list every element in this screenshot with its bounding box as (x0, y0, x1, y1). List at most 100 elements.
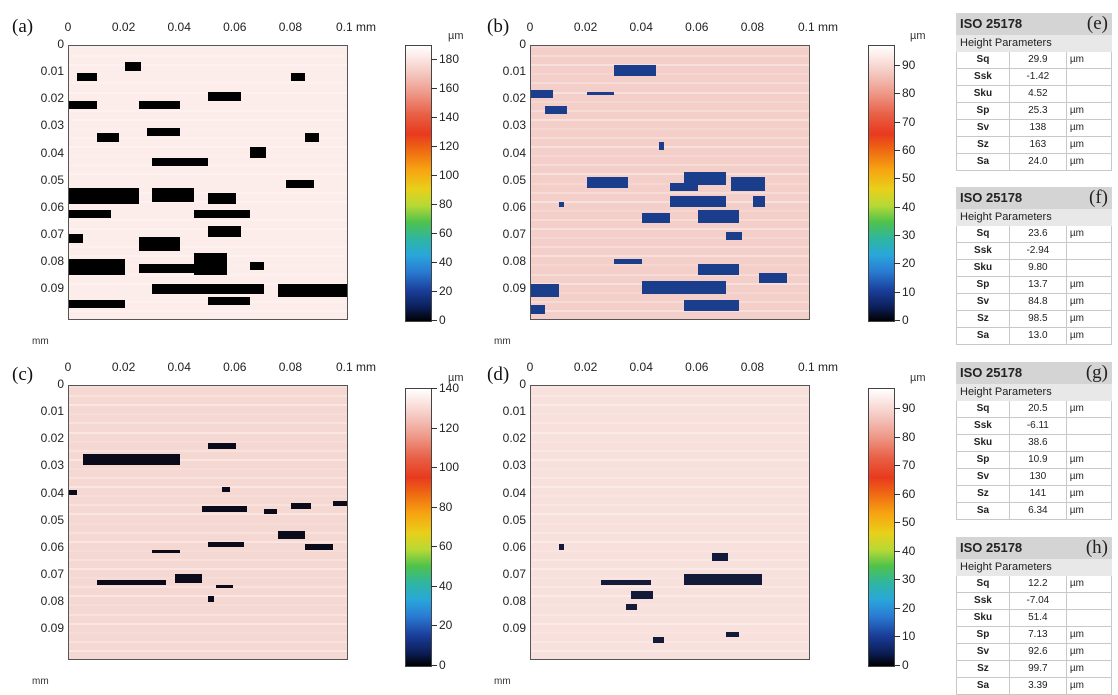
panel-label: (d) (487, 364, 510, 385)
param-name: Ssk (956, 68, 1010, 86)
y-tick-label: 0.05 (40, 172, 64, 187)
defect-region (82, 454, 181, 466)
param-name: Sv (956, 468, 1010, 486)
surface-stripe (69, 109, 347, 112)
table-row: Sq 29.9 µm (956, 51, 1113, 69)
colorbar-unit: µm (910, 30, 926, 42)
defect-region (208, 297, 250, 306)
height-map (530, 385, 810, 660)
surface-stripe (69, 458, 347, 461)
surface-stripe (531, 486, 809, 489)
table-row: Sp 13.7 µm (956, 276, 1113, 294)
x-tick-label: 0 (64, 20, 72, 34)
defect-region (531, 283, 559, 298)
colorbar-tick (894, 607, 900, 609)
x-tick-label: 0.02 (573, 360, 598, 374)
defect-region (174, 574, 203, 583)
table-row: Sz 98.5 µm (956, 310, 1113, 328)
colorbar-tick (431, 546, 437, 548)
surface-stripe (531, 540, 809, 543)
colorbar-tick-label: 10 (902, 629, 916, 644)
colorbar-tick (894, 320, 900, 321)
defect-region (697, 264, 740, 276)
table-row: Ssk -2.94 (956, 242, 1113, 260)
surface-stripe (69, 173, 347, 176)
param-value: 13.0 (1008, 327, 1067, 345)
colorbar-tick-label: 30 (902, 572, 916, 587)
surface-stripe (531, 631, 809, 634)
table-row: Sv 130 µm (956, 468, 1113, 486)
table-panel-label: (e) (1086, 13, 1108, 34)
colorbar-tick-label: 50 (902, 515, 916, 530)
y-tick-label: 0.08 (502, 254, 526, 269)
height-map (68, 45, 348, 320)
colorbar-tick-label: 40 (902, 543, 916, 558)
colorbar-unit: µm (910, 372, 926, 384)
x-tick-label: 0.04 (167, 20, 191, 34)
surface-stripe (69, 586, 347, 589)
defect-region (96, 133, 120, 142)
defect-region (194, 209, 250, 218)
param-unit: µm (1065, 575, 1113, 593)
param-unit (1065, 68, 1113, 86)
y-tick-label: 0.02 (502, 91, 526, 106)
param-unit: µm (1065, 660, 1113, 678)
surface-stripe (531, 413, 809, 416)
table-row: Sa 24.0 µm (956, 153, 1113, 171)
surface-stripe (531, 649, 809, 652)
param-value: 3.39 (1008, 677, 1067, 695)
table-title: ISO 25178 (960, 540, 1023, 555)
surface-stripe (69, 631, 347, 634)
colorbar-tick-label: 70 (902, 114, 916, 129)
param-value: -7.04 (1008, 592, 1067, 610)
defect-region (670, 182, 698, 191)
param-name: Sq (956, 400, 1010, 418)
defect-region (152, 283, 264, 295)
param-unit: µm (1065, 276, 1113, 294)
colorbar-tick (894, 93, 900, 95)
colorbar-tick-label: 160 (439, 81, 460, 96)
param-name: Sq (956, 225, 1010, 243)
x-tick-label: 0.06 (223, 360, 247, 374)
y-tick-label: 0.07 (502, 227, 526, 242)
defect-region (77, 73, 97, 82)
defect-region (531, 89, 554, 98)
surface-stripe (69, 82, 347, 85)
param-value: 98.5 (1008, 310, 1067, 328)
surface-stripe (69, 64, 347, 67)
param-unit (1065, 609, 1113, 627)
surface-stripe (69, 613, 347, 616)
x-tick-label: 0.1 mm (797, 20, 839, 34)
surface-stripe (69, 640, 347, 643)
param-name: Sku (956, 609, 1010, 627)
colorbar-tick (894, 291, 900, 293)
surface-stripe (531, 495, 809, 498)
defect-region (96, 579, 167, 586)
surface-stripe (531, 604, 809, 607)
param-name: Sa (956, 677, 1010, 695)
y-tick-label: 0 (519, 377, 526, 391)
y-tick-label: 0.07 (502, 567, 526, 582)
surface-stripe (69, 127, 347, 130)
param-unit: µm (1065, 468, 1113, 486)
param-value: 99.7 (1008, 660, 1067, 678)
colorbar-tick (431, 291, 437, 293)
y-tick-label: 0.07 (40, 567, 64, 582)
surface-stripe (69, 146, 347, 149)
defect-region (216, 585, 233, 588)
param-unit: µm (1065, 225, 1113, 243)
table-row: Sa 3.39 µm (956, 677, 1113, 695)
surface-stripe (531, 404, 809, 407)
colorbar-tick-label: 60 (439, 226, 453, 241)
colorbar-tick-label: 60 (439, 539, 453, 554)
colorbar-tick (894, 206, 900, 208)
param-value: -6.11 (1008, 417, 1067, 435)
y-tick-label: 0.09 (40, 281, 64, 296)
colorbar-tick (431, 467, 437, 469)
defect-region (683, 171, 726, 186)
surface-stripe (531, 522, 809, 525)
param-value: 10.9 (1008, 451, 1067, 469)
surface-stripe (69, 522, 347, 525)
surface-stripe (69, 100, 347, 103)
defect-region (208, 226, 242, 238)
